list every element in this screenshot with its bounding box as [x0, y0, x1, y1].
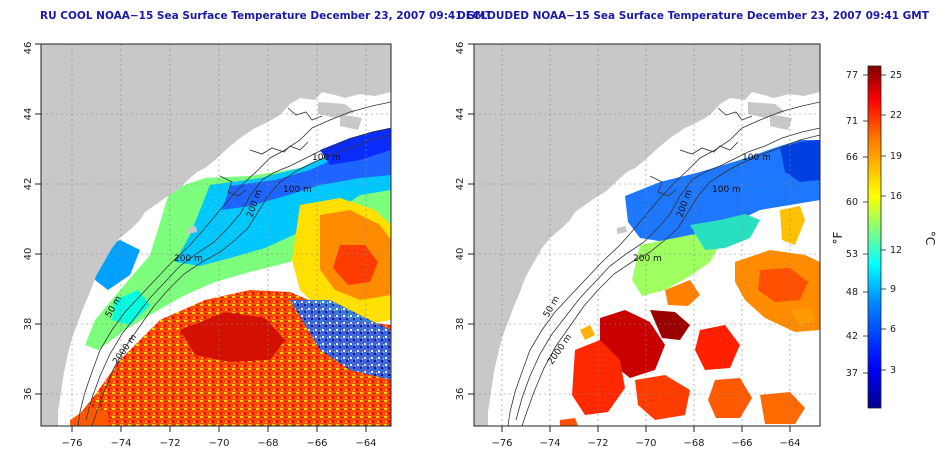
left-x-tick: −66 — [306, 438, 327, 449]
colorbar-c-tick: 3 — [890, 365, 896, 376]
colorbar-f-tick: 77 — [846, 70, 858, 81]
right-y-tick: 46 — [455, 42, 466, 55]
right-isobath-label-1: 100 m — [742, 153, 771, 163]
left-map: 100 m 100 m 200 m 200 m 50 m 2000 m — [41, 44, 391, 426]
right-y-tick: 44 — [455, 108, 466, 121]
colorbar-f-tick: 37 — [846, 368, 858, 379]
colorbar-c-tick: 25 — [890, 70, 902, 81]
left-x-tick: −64 — [355, 438, 376, 449]
right-grid — [474, 44, 820, 426]
left-isobath-label-2: 100 m — [283, 185, 312, 195]
right-map: 100 m 100 m 200 m 200 m 50 m 2000 m — [474, 44, 820, 426]
right-y-tick: 40 — [455, 248, 466, 261]
colorbar-f-tick: 53 — [846, 249, 858, 260]
left-map-title: RU COOL NOAA−15 Sea Surface Temperature … — [40, 10, 493, 22]
left-isobath-label-1: 100 m — [312, 153, 341, 163]
right-isobath-label-4: 200 m — [633, 254, 662, 264]
left-y-tick: 40 — [23, 248, 34, 261]
colorbar-f-tick: 60 — [846, 197, 858, 208]
left-y-tick: 36 — [23, 388, 34, 401]
left-x-tick: −68 — [257, 438, 278, 449]
right-isobath-label-2: 100 m — [712, 185, 741, 195]
colorbar-c-tick: 22 — [890, 110, 902, 121]
colorbar-c-tick: 6 — [890, 324, 896, 335]
colorbar-c-tick: 12 — [890, 245, 902, 256]
right-x-tick: −76 — [491, 438, 512, 449]
right-x-tick: −66 — [731, 438, 752, 449]
colorbar-celsius-unit: °C — [923, 231, 937, 245]
colorbar-fahrenheit-unit: °F — [831, 231, 845, 244]
left-y-tick: 42 — [23, 178, 34, 191]
right-x-tick: −70 — [635, 438, 656, 449]
right-axes — [468, 43, 791, 432]
right-x-tick: −64 — [779, 438, 800, 449]
colorbar-f-tick: 66 — [846, 152, 858, 163]
left-y-tick: 46 — [23, 42, 34, 55]
right-x-tick: −68 — [683, 438, 704, 449]
colorbar-ticks — [863, 74, 886, 374]
right-map-frame — [473, 43, 821, 427]
right-x-tick: −72 — [587, 438, 608, 449]
left-grid — [41, 44, 391, 426]
right-isobaths — [507, 101, 820, 426]
right-y-tick: 36 — [455, 388, 466, 401]
left-isobath-label-4: 200 m — [174, 254, 203, 264]
colorbar — [867, 65, 882, 409]
left-axes — [35, 43, 367, 432]
right-y-tick: 42 — [455, 178, 466, 191]
colorbar-f-tick: 48 — [846, 287, 858, 298]
right-sst-field — [560, 140, 820, 426]
left-x-tick: −70 — [208, 438, 229, 449]
colorbar-c-tick: 16 — [890, 191, 902, 202]
right-land — [474, 44, 820, 426]
colorbar-f-tick: 42 — [846, 331, 858, 342]
left-isobaths — [77, 101, 391, 426]
left-map-frame — [40, 43, 392, 427]
colorbar-c-tick: 9 — [890, 284, 896, 295]
left-x-tick: −76 — [61, 438, 82, 449]
colorbar-c-tick: 19 — [890, 151, 902, 162]
colorbar-f-tick: 71 — [846, 116, 858, 127]
left-x-tick: −72 — [159, 438, 180, 449]
left-y-tick: 38 — [23, 318, 34, 331]
left-y-tick: 44 — [23, 108, 34, 121]
left-land — [41, 44, 391, 426]
right-map-title: DECLOUDED NOAA−15 Sea Surface Temperatur… — [457, 10, 929, 22]
left-x-tick: −74 — [110, 438, 131, 449]
right-y-tick: 38 — [455, 318, 466, 331]
right-x-tick: −74 — [539, 438, 560, 449]
